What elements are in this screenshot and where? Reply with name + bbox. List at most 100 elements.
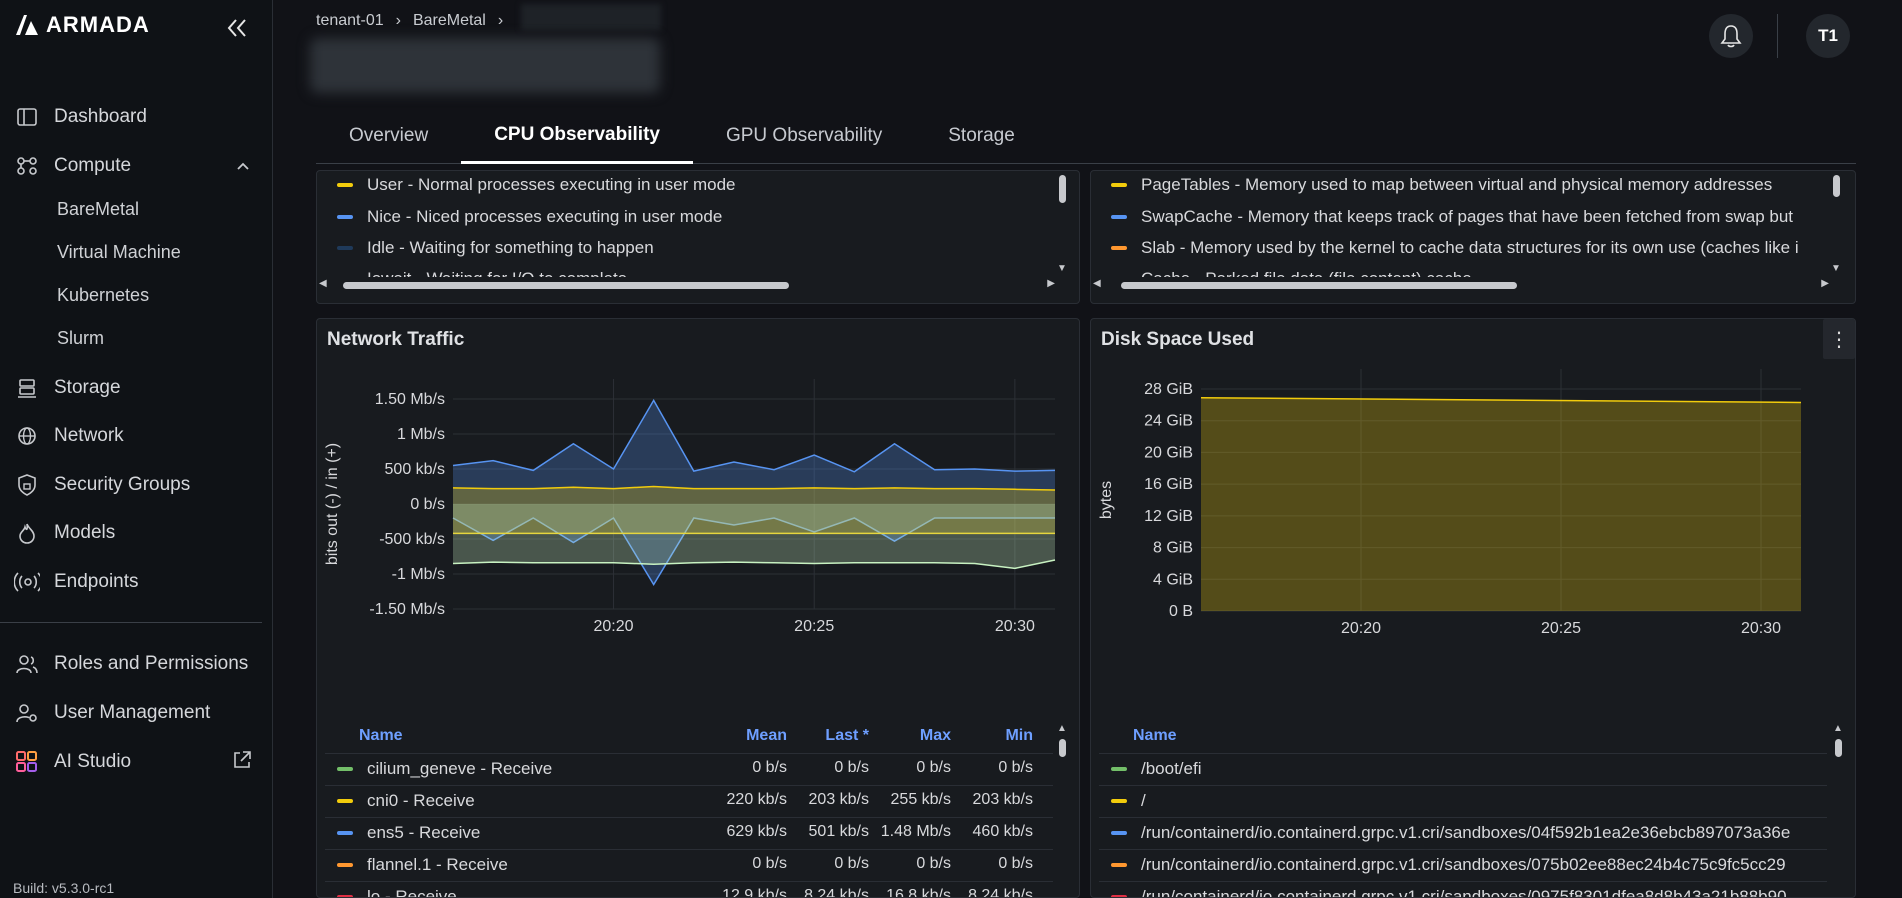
sidebar-item-roles-and-permissions[interactable]: Roles and Permissions [14, 649, 248, 679]
sidebar-divider [0, 622, 262, 623]
external-link-icon[interactable] [232, 750, 252, 775]
sidebar-layout-icon [14, 104, 40, 130]
table-row[interactable]: /boot/efi [1111, 759, 1202, 779]
sidebar-item-security-groups[interactable]: Security Groups [14, 470, 190, 500]
scroll-down-arrow-icon[interactable]: ▼ [1831, 263, 1841, 274]
vertical-scrollbar[interactable] [1059, 175, 1066, 203]
sidebar-subitem-virtual-machine[interactable]: Virtual Machine [57, 242, 181, 262]
breadcrumb-item-tenant[interactable]: tenant-01 [316, 12, 384, 29]
legend-swatch [337, 799, 353, 803]
table-row[interactable]: flannel.1 - Receive [337, 855, 508, 875]
panel-menu-button[interactable]: ⋮ [1823, 319, 1855, 359]
legend-item[interactable]: Slab - Memory used by the kernel to cach… [1111, 238, 1799, 258]
scroll-up-arrow-icon[interactable]: ▲ [1057, 723, 1067, 734]
sidebar-item-label: Dashboard [54, 106, 147, 127]
y-tick-label: -500 kb/s [379, 531, 445, 548]
cell-max: 255 kb/s [890, 791, 951, 808]
vertical-scrollbar[interactable] [1059, 739, 1066, 757]
column-header-name[interactable]: Name [359, 727, 403, 744]
tab-overview[interactable]: Overview [349, 125, 429, 146]
horizontal-scrollbar[interactable]: ◀ ▶ [1091, 278, 1831, 291]
scroll-down-arrow-icon[interactable]: ▼ [1057, 263, 1067, 274]
table-row[interactable]: /run/containerd/io.containerd.grpc.v1.cr… [1111, 887, 1787, 897]
collapse-sidebar-icon[interactable] [226, 14, 248, 45]
column-header-mean[interactable]: Mean [746, 727, 787, 744]
network-traffic-panel: Network Traffic 1.50 Mb/s 1 Mb/s 500 kb/s 0… [316, 318, 1080, 898]
breadcrumb-item-baremetal[interactable]: BareMetal [412, 12, 486, 29]
sidebar-item-models[interactable]: Models [14, 518, 115, 548]
row-divider [325, 753, 1053, 754]
armada-logo[interactable]: ARMADA [14, 12, 150, 38]
sidebar-subitem-baremetal[interactable]: BareMetal [57, 199, 140, 219]
scrollbar-thumb[interactable] [1121, 282, 1517, 289]
scroll-left-arrow-icon[interactable]: ◀ [319, 278, 327, 289]
series-line [452, 485, 1056, 491]
y-axis-label: bytes [1098, 481, 1115, 519]
network-traffic-chart[interactable]: 1.50 Mb/s 1 Mb/s 500 kb/s 0 b/s -500 kb/s -1 … [317, 359, 1080, 689]
scroll-right-arrow-icon[interactable]: ▶ [1821, 278, 1829, 289]
table-row[interactable]: cilium_geneve - Receive [337, 759, 552, 779]
scroll-up-arrow-icon[interactable]: ▲ [1833, 723, 1843, 734]
more-vertical-icon: ⋮ [1829, 328, 1849, 351]
tab-cpu-observability[interactable]: CPU Observability [461, 108, 693, 164]
legend-item[interactable]: PageTables - Memory used to map between … [1111, 175, 1772, 195]
row-divider [325, 817, 1053, 818]
vertical-scrollbar[interactable] [1835, 739, 1842, 757]
sidebar-item-ai-studio[interactable]: AI Studio [14, 747, 131, 777]
sidebar-item-storage[interactable]: Storage [14, 373, 121, 403]
series-name: cni0 - Receive [367, 791, 475, 810]
legend-item[interactable]: Iowait - Waiting for I/O to complete [337, 269, 627, 277]
bell-icon [1720, 25, 1742, 48]
table-row[interactable]: /run/containerd/io.containerd.grpc.v1.cr… [1111, 823, 1790, 843]
column-header-max[interactable]: Max [919, 727, 951, 744]
row-divider [325, 881, 1053, 882]
column-header-name[interactable]: Name [1133, 727, 1177, 744]
vertical-scrollbar[interactable] [1833, 175, 1840, 197]
legend-item[interactable]: Idle - Waiting for something to happen [337, 238, 654, 258]
table-row[interactable]: ens5 - Receive [337, 823, 480, 843]
sidebar-item-compute[interactable]: Compute [14, 151, 131, 181]
legend-item[interactable]: SwapCache - Memory that keeps track of p… [1111, 207, 1793, 227]
chevron-up-icon[interactable] [236, 158, 250, 176]
horizontal-scrollbar[interactable]: ◀ ▶ [317, 278, 1057, 291]
x-tick-label: 20:30 [1741, 620, 1781, 637]
notifications-button[interactable] [1709, 14, 1753, 58]
breadcrumb: tenant-01 › BareMetal › [316, 12, 503, 30]
user-avatar[interactable]: T1 [1806, 14, 1850, 58]
scroll-right-arrow-icon[interactable]: ▶ [1047, 278, 1055, 289]
sidebar-item-label: Endpoints [54, 571, 139, 592]
table-row[interactable]: cni0 - Receive [337, 791, 475, 811]
tab-bar: Overview CPU Observability GPU Observabi… [316, 108, 1856, 164]
column-header-last[interactable]: Last * [825, 727, 869, 744]
sidebar-subitem-kubernetes[interactable]: Kubernetes [57, 285, 150, 305]
scrollbar-thumb[interactable] [343, 282, 789, 289]
cell-max: 0 b/s [916, 759, 951, 776]
table-row[interactable]: /run/containerd/io.containerd.grpc.v1.cr… [1111, 855, 1786, 875]
column-header-min[interactable]: Min [1005, 727, 1033, 744]
sidebar-item-user-management[interactable]: User Management [14, 698, 210, 728]
legend-swatch [1111, 863, 1127, 867]
legend-swatch [1111, 215, 1127, 219]
series-line [452, 516, 1055, 586]
legend-item[interactable]: Nice - Niced processes executing in user… [337, 207, 722, 227]
sidebar-subitem-slurm[interactable]: Slurm [57, 328, 105, 348]
table-row[interactable]: / [1111, 791, 1146, 811]
legend-item[interactable]: User - Normal processes executing in use… [337, 175, 735, 195]
series-line [1200, 396, 1802, 404]
tab-storage[interactable]: Storage [948, 125, 1015, 146]
disk-space-chart[interactable]: 28 GiB 24 GiB 20 GiB 16 GiB 12 GiB 8 GiB 4 GiB… [1091, 359, 1856, 689]
legend-item[interactable]: Cache - Parked file data (file content) … [1111, 269, 1472, 277]
sidebar-item-endpoints[interactable]: Endpoints [14, 567, 139, 597]
series-area [1201, 397, 1801, 611]
series-name: cilium_geneve - Receive [367, 759, 553, 778]
legend-label: Slab - Memory used by the kernel to cach… [1141, 238, 1799, 257]
scroll-left-arrow-icon[interactable]: ◀ [1093, 278, 1101, 289]
tab-gpu-observability[interactable]: GPU Observability [725, 125, 883, 146]
table-row[interactable]: lo - Receive [337, 887, 457, 897]
cell-mean: 0 b/s [752, 759, 787, 776]
sidebar-item-dashboard[interactable]: Dashboard [14, 102, 147, 132]
series-name: flannel.1 - Receive [367, 855, 508, 874]
cell-last: 501 kb/s [808, 823, 869, 840]
sidebar-item-label: Security Groups [54, 474, 191, 495]
sidebar-item-network[interactable]: Network [14, 421, 124, 451]
